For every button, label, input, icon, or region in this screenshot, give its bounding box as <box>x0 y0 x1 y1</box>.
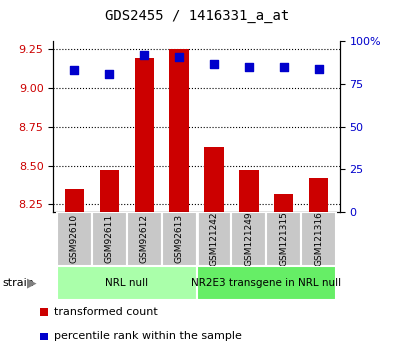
Bar <box>301 212 336 266</box>
Bar <box>57 212 92 266</box>
Point <box>106 71 112 77</box>
Bar <box>266 212 301 266</box>
Point <box>281 64 287 70</box>
Point <box>176 54 182 60</box>
Bar <box>197 212 231 266</box>
Text: NRL null: NRL null <box>105 278 148 288</box>
Text: NR2E3 transgene in NRL null: NR2E3 transgene in NRL null <box>191 278 341 288</box>
Bar <box>100 170 119 212</box>
Text: GSM121315: GSM121315 <box>279 211 288 266</box>
Point <box>71 68 77 73</box>
Bar <box>92 212 127 266</box>
Point <box>211 61 217 66</box>
Bar <box>197 266 336 300</box>
Bar <box>127 212 162 266</box>
Bar <box>204 147 224 212</box>
Bar <box>65 189 84 212</box>
Text: strain: strain <box>2 278 34 288</box>
Point <box>246 64 252 70</box>
Point <box>141 52 147 58</box>
Text: GSM92613: GSM92613 <box>175 214 184 264</box>
Text: GSM92611: GSM92611 <box>105 214 114 264</box>
Bar <box>231 212 266 266</box>
Bar <box>274 194 293 212</box>
Text: GSM92610: GSM92610 <box>70 214 79 264</box>
Bar <box>169 49 189 212</box>
Bar <box>162 212 197 266</box>
Text: GSM121249: GSM121249 <box>245 211 254 266</box>
Text: GDS2455 / 1416331_a_at: GDS2455 / 1416331_a_at <box>105 9 290 23</box>
Point <box>316 66 322 71</box>
Bar <box>239 170 258 212</box>
Text: percentile rank within the sample: percentile rank within the sample <box>54 332 242 341</box>
Text: ▶: ▶ <box>27 276 36 289</box>
Text: GSM121316: GSM121316 <box>314 211 323 266</box>
Bar <box>57 266 197 300</box>
Text: transformed count: transformed count <box>54 307 158 317</box>
Text: GSM92612: GSM92612 <box>139 214 149 264</box>
Bar <box>309 178 328 212</box>
Bar <box>135 59 154 212</box>
Text: GSM121242: GSM121242 <box>209 212 218 266</box>
